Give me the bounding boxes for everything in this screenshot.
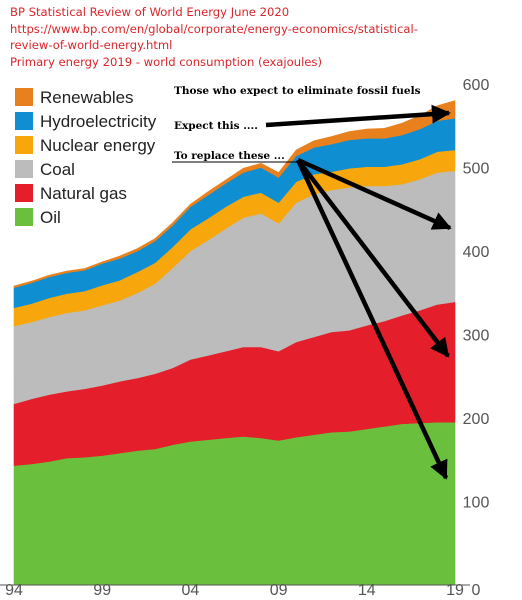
annotation-text: Expect this .... [174,120,258,132]
chart-subtitle: Primary energy 2019 - world consumption … [10,54,322,69]
legend-label-nuclear-energy: Nuclear energy [40,136,156,155]
arrow-to-coal [297,157,452,231]
y-tick-label: 400 [463,244,490,261]
y-tick-label: 600 [463,77,490,94]
x-tick-label: 04 [182,582,200,599]
y-tick-label: 0 [472,582,481,599]
legend-swatch-natural-gas [15,184,33,202]
arrow-to-renewables [265,104,451,128]
legend-label-oil: Oil [40,208,61,227]
legend-label-hydroelectricity: Hydroelectricity [40,112,157,131]
source-url-line-1: https://www.bp.com/en/global/corporate/e… [10,21,418,36]
y-tick-label: 200 [463,411,490,428]
legend: Renewables Hydroelectricity Nuclear energy… [15,88,157,227]
y-tick-label: 100 [463,495,490,512]
x-tick-label: 14 [358,582,376,599]
series-renewables-area [13,100,456,289]
legend-swatch-coal [15,160,33,178]
arrow-to-oil [295,159,449,480]
arrow-to-natural-gas [296,158,450,358]
y-tick-label: 500 [463,161,490,178]
legend-label-renewables: Renewables [40,88,134,107]
legend-label-coal: Coal [40,160,75,179]
legend-swatch-oil [15,208,33,226]
x-tick-label: 09 [270,582,288,599]
source-url-line-2: review-of-world-energy.html [10,38,173,52]
annotation-text: To replace these ... [174,150,285,162]
legend-label-natural-gas: Natural gas [40,184,127,203]
x-axis: 94 99 04 09 14 19 [0,582,470,599]
y-tick-label: 300 [463,328,490,345]
annotations: Those who expect to eliminate fossil fue… [172,85,452,480]
source-title: BP Statistical Review of World Energy Ju… [10,5,290,19]
x-tick-label: 19 [446,582,464,599]
legend-swatch-nuclear-energy [15,136,33,154]
legend-swatch-renewables [15,88,33,106]
x-tick-label: 99 [93,582,111,599]
area-layers [13,100,456,586]
chart-header: BP Statistical Review of World Energy Ju… [10,4,515,70]
y-axis: 0 100 200 300 400 500 600 [463,77,490,599]
x-tick-label: 94 [5,582,23,599]
annotation-text: Those who expect to eliminate fossil fue… [174,85,421,97]
legend-swatch-hydroelectricity [15,112,33,130]
